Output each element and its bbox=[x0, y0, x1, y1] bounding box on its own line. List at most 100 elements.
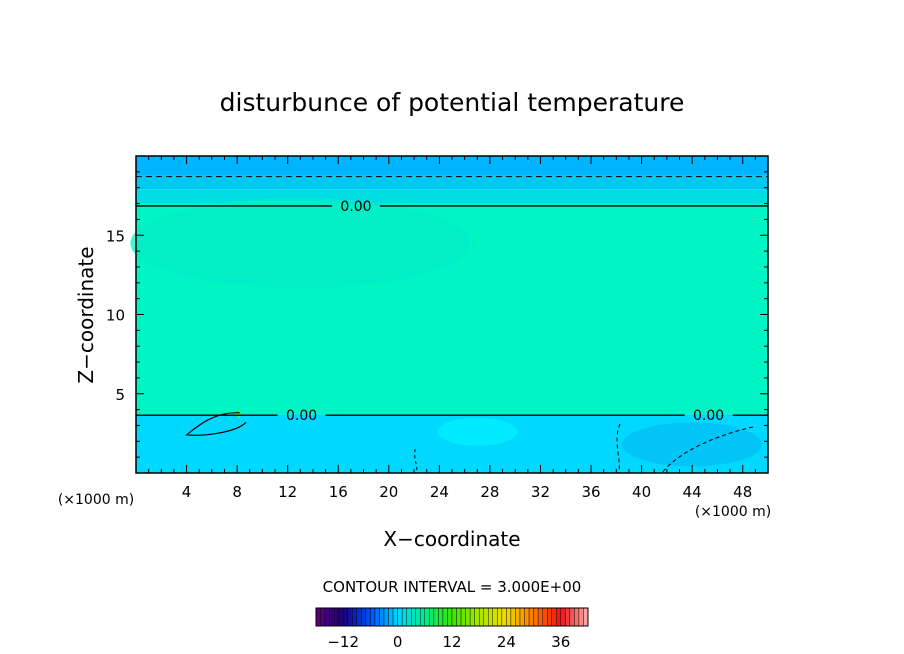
contour-dashed-lower bbox=[661, 426, 753, 474]
band-2 bbox=[136, 189, 768, 204]
y-tick-labels: 5 10 15 bbox=[106, 227, 125, 404]
colorbar-tick-label: 36 bbox=[551, 633, 570, 651]
colorbar-swatch bbox=[388, 607, 394, 627]
colorbar-swatch bbox=[456, 607, 462, 627]
colorbar-tick-label: 12 bbox=[442, 633, 461, 651]
colorbar-swatch bbox=[411, 607, 416, 627]
contour-label: 0.00 bbox=[286, 408, 317, 424]
colorbar-labels: −12 0 12 24 36 bbox=[327, 633, 570, 651]
colorbar-tick-label: 0 bbox=[393, 633, 403, 651]
colorbar-tick-label: 24 bbox=[497, 633, 516, 651]
y-tick-label: 10 bbox=[106, 307, 125, 325]
colorbar-swatch bbox=[524, 607, 530, 627]
colorbar-swatch bbox=[547, 607, 552, 627]
chart-title: disturbunce of potential temperature bbox=[220, 88, 685, 117]
contour-dashed-lower bbox=[414, 449, 418, 472]
colorbar-swatch bbox=[537, 607, 543, 627]
colorbar-swatch bbox=[551, 607, 557, 627]
colorbar-swatch bbox=[479, 607, 484, 627]
y-tick-label: 5 bbox=[115, 386, 125, 404]
colorbar-swatch bbox=[574, 607, 580, 627]
colorbar-tick-label: −12 bbox=[327, 633, 359, 651]
colorbar-swatch bbox=[415, 607, 421, 627]
colorbar-swatch bbox=[347, 607, 353, 627]
x-unit-right: (×1000 m) bbox=[695, 504, 771, 520]
colorbar-swatch bbox=[392, 607, 398, 627]
colorbar-swatch bbox=[465, 607, 471, 627]
colorbar-swatch bbox=[569, 607, 575, 627]
patch-upper bbox=[130, 198, 471, 289]
colorbar-swatch bbox=[429, 607, 435, 627]
colorbar-swatch bbox=[556, 607, 561, 627]
colorbar-swatch bbox=[578, 607, 584, 627]
colorbar-swatch bbox=[315, 607, 321, 627]
field-patches bbox=[130, 198, 763, 467]
colorbar-swatch bbox=[383, 607, 389, 627]
colorbar-swatch bbox=[374, 607, 380, 627]
colorbar-swatch bbox=[365, 607, 371, 627]
colorbar-swatch bbox=[397, 607, 403, 627]
x-tick-labels: 4 8 12 16 20 24 28 32 36 40 44 48 bbox=[182, 483, 752, 501]
colorbar-swatch bbox=[324, 607, 330, 627]
x-tick-label: 28 bbox=[480, 483, 499, 501]
plot-area: 0.00 0.00 0.00 bbox=[130, 155, 769, 474]
y-tick-label: 15 bbox=[106, 227, 125, 245]
x-tick-label: 44 bbox=[683, 483, 702, 501]
x-tick-label: 24 bbox=[430, 483, 449, 501]
colorbar-swatch bbox=[438, 607, 444, 627]
colorbar-swatch bbox=[379, 607, 385, 627]
x-tick-label: 20 bbox=[379, 483, 398, 501]
contour-labels: 0.00 0.00 0.00 bbox=[286, 199, 724, 424]
x-tick-label: 48 bbox=[733, 483, 752, 501]
colorbar-frame bbox=[315, 607, 589, 627]
contour-loop bbox=[184, 412, 247, 436]
patch-lower-light bbox=[437, 417, 518, 446]
colorbar-swatch bbox=[488, 607, 493, 627]
colorbar-swatch bbox=[469, 607, 475, 627]
colorbar-swatch bbox=[333, 607, 339, 627]
x-tick-label: 40 bbox=[632, 483, 651, 501]
colorbar-swatch bbox=[510, 607, 516, 627]
contour-dashed-lower bbox=[616, 423, 621, 474]
patch-lower-dark bbox=[622, 422, 763, 467]
colorbar-swatch bbox=[424, 607, 430, 627]
colorbar-swatch bbox=[492, 607, 498, 627]
colorbar-swatch bbox=[565, 607, 571, 627]
colorbar-swatch bbox=[483, 607, 489, 627]
colorbar-swatch bbox=[560, 607, 566, 627]
y-axis-label: Z−coordinate bbox=[74, 246, 98, 383]
colorbar-swatch bbox=[406, 607, 412, 627]
colorbar bbox=[315, 607, 589, 627]
colorbar-swatch bbox=[542, 607, 548, 627]
colorbar-swatch bbox=[320, 607, 326, 627]
colorbar-swatch bbox=[442, 607, 448, 627]
contour-label: 0.00 bbox=[340, 199, 371, 215]
colorbar-swatch bbox=[528, 607, 534, 627]
colorbar-swatch bbox=[447, 607, 453, 627]
x-unit-left: (×1000 m) bbox=[58, 492, 134, 508]
colorbar-swatch bbox=[474, 607, 480, 627]
colorbar-swatch bbox=[401, 607, 407, 627]
colorbar-swatch bbox=[338, 607, 344, 627]
x-tick-label: 4 bbox=[182, 483, 192, 501]
colorbar-swatch bbox=[533, 607, 539, 627]
colorbar-swatch bbox=[506, 607, 512, 627]
colorbar-swatch bbox=[361, 607, 367, 627]
colorbar-swatch bbox=[433, 607, 439, 627]
contour-label: 0.00 bbox=[693, 408, 724, 424]
x-tick-label: 12 bbox=[278, 483, 297, 501]
contour-lines bbox=[136, 176, 768, 474]
colorbar-swatch bbox=[451, 607, 457, 627]
colorbar-swatch bbox=[420, 607, 425, 627]
x-axis-label: X−coordinate bbox=[383, 527, 520, 551]
x-tick-label: 36 bbox=[581, 483, 600, 501]
colorbar-swatch bbox=[352, 607, 357, 627]
colorbar-swatch bbox=[515, 607, 521, 627]
colorbar-swatch bbox=[460, 607, 466, 627]
x-tick-label: 32 bbox=[531, 483, 550, 501]
x-tick-label: 16 bbox=[329, 483, 348, 501]
band-1 bbox=[136, 175, 768, 190]
colorbar-swatch bbox=[356, 607, 362, 627]
colorbar-swatch bbox=[329, 607, 335, 627]
